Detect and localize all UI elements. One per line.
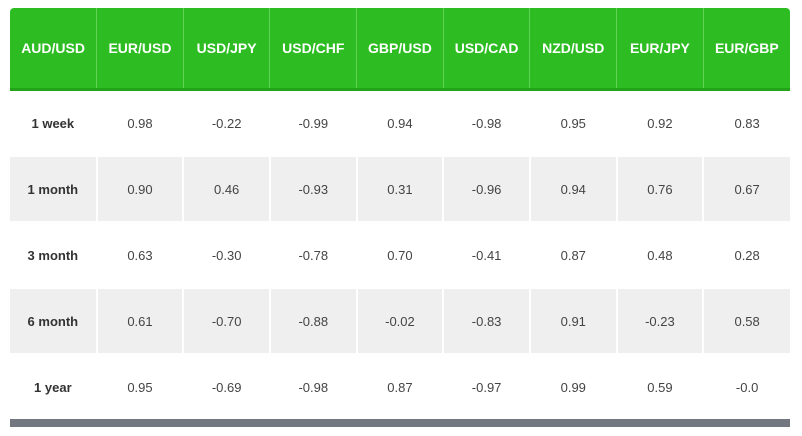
value-cell: -0.23 (615, 287, 704, 354)
correlation-table-wrap: AUD/USD EUR/USD USD/JPY USD/CHF GBP/USD USD/C… (10, 8, 790, 427)
header-cell: GBP/USD (356, 8, 444, 91)
value-cell: -0.69 (182, 353, 270, 419)
value-cell: 0.98 (95, 88, 184, 156)
value-cell: 0.58 (702, 287, 790, 354)
value-cell: -0.98 (268, 353, 357, 419)
value-cell: -0.93 (268, 155, 357, 222)
header-cell: USD/JPY (182, 8, 270, 91)
table-row: 6 month 0.61 -0.70 -0.88 -0.02 -0.83 0.91 -0.23… (10, 287, 790, 354)
period-cell: 1 month (10, 155, 97, 222)
table-head: AUD/USD EUR/USD USD/JPY USD/CHF GBP/USD USD/C… (10, 8, 790, 91)
value-cell: -0.97 (442, 353, 530, 419)
value-cell: -0.88 (268, 287, 357, 354)
header-cell: EUR/USD (96, 8, 184, 91)
value-cell: 0.95 (528, 88, 617, 156)
header-cell: NZD/USD (529, 8, 617, 91)
header-cell: USD/CAD (442, 8, 530, 91)
value-cell: -0.30 (182, 221, 270, 288)
value-cell: 0.28 (702, 221, 790, 288)
header-cell: EUR/JPY (616, 8, 704, 91)
value-cell: 0.95 (95, 353, 184, 419)
table-body: 1 week 0.98 -0.22 -0.99 0.94 -0.98 0.95 0.92 0.8… (10, 88, 790, 419)
table-row: 3 month 0.63 -0.30 -0.78 0.70 -0.41 0.87 0.48 0.… (10, 221, 790, 288)
correlation-table: AUD/USD EUR/USD USD/JPY USD/CHF GBP/USD USD/C… (10, 8, 790, 419)
value-cell: 0.91 (528, 287, 617, 354)
value-cell: 0.61 (95, 287, 184, 354)
period-cell: 1 week (10, 88, 97, 156)
value-cell: 0.94 (355, 88, 444, 156)
value-cell: -0.96 (442, 155, 530, 222)
value-cell: 0.46 (182, 155, 270, 222)
value-cell: 0.48 (615, 221, 704, 288)
value-cell: -0.70 (182, 287, 270, 354)
value-cell: -0.83 (442, 287, 530, 354)
header-cell: AUD/USD (10, 8, 97, 91)
value-cell: -0.98 (442, 88, 530, 156)
table-footer-bar (10, 419, 790, 427)
value-cell: -0.02 (355, 287, 444, 354)
table-row: 1 year 0.95 -0.69 -0.98 0.87 -0.97 0.99 0.59 -0.… (10, 353, 790, 419)
table-row: 1 month 0.90 0.46 -0.93 0.31 -0.96 0.94 0.76 0.6… (10, 155, 790, 222)
table-row: 1 week 0.98 -0.22 -0.99 0.94 -0.98 0.95 0.92 0.8… (10, 88, 790, 156)
header-cell: EUR/GBP (702, 8, 790, 91)
value-cell: 0.90 (95, 155, 184, 222)
header-row: AUD/USD EUR/USD USD/JPY USD/CHF GBP/USD USD/C… (10, 8, 790, 91)
period-cell: 1 year (10, 353, 97, 419)
period-cell: 3 month (10, 221, 97, 288)
value-cell: -0.99 (268, 88, 357, 156)
value-cell: 0.87 (528, 221, 617, 288)
value-cell: 0.83 (702, 88, 790, 156)
value-cell: 0.76 (615, 155, 704, 222)
value-cell: 0.67 (702, 155, 790, 222)
value-cell: -0.41 (442, 221, 530, 288)
value-cell: 0.99 (528, 353, 617, 419)
value-cell: 0.59 (615, 353, 704, 419)
value-cell: 0.92 (615, 88, 704, 156)
value-cell: -0.0 (702, 353, 790, 419)
period-cell: 6 month (10, 287, 97, 354)
value-cell: -0.78 (268, 221, 357, 288)
value-cell: 0.31 (355, 155, 444, 222)
header-cell: USD/CHF (269, 8, 357, 91)
value-cell: 0.94 (528, 155, 617, 222)
value-cell: 0.70 (355, 221, 444, 288)
value-cell: -0.22 (182, 88, 270, 156)
value-cell: 0.87 (355, 353, 444, 419)
value-cell: 0.63 (95, 221, 184, 288)
